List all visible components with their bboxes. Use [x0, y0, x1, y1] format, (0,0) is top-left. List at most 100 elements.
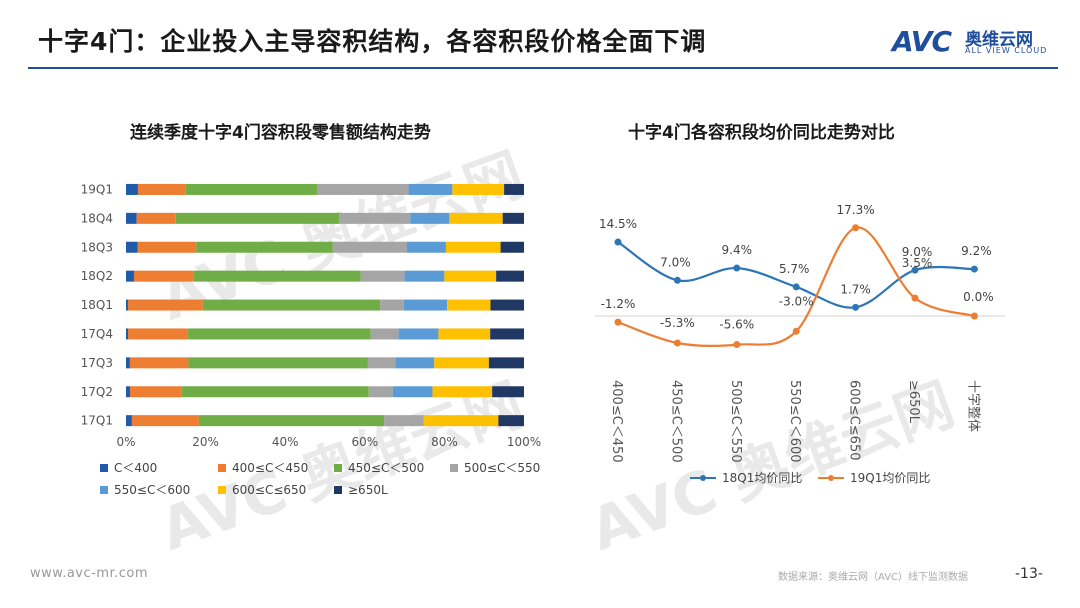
bar-segment-4: [384, 415, 424, 427]
legend-label: 550≤C＜600: [114, 483, 190, 497]
bar-segment-7: [498, 415, 524, 427]
data-point: [792, 327, 800, 335]
data-point: [911, 294, 919, 302]
bar-segment-1: [126, 328, 128, 340]
bar-segment-6: [445, 241, 501, 253]
bar-segment-3: [181, 386, 369, 398]
y-tick-label: 18Q3: [81, 240, 113, 254]
data-label: 1.7%: [840, 282, 871, 296]
bar-segment-3: [198, 415, 385, 427]
bar-segment-5: [398, 328, 439, 340]
legend-label: ≥650L: [348, 483, 388, 497]
data-point: [970, 265, 978, 273]
data-label: -3.0%: [779, 294, 814, 308]
bar-segment-6: [444, 270, 497, 282]
data-point: [733, 264, 741, 272]
bar-segment-3: [175, 212, 340, 224]
data-point: [614, 318, 622, 326]
data-label: 14.5%: [599, 217, 637, 231]
bar-segment-7: [488, 357, 524, 369]
legend-swatch: [334, 486, 342, 494]
bar-segment-1: [126, 357, 130, 369]
bar-segment-1: [126, 415, 132, 427]
x-category-label: 十字整体: [965, 380, 980, 432]
bar-segment-3: [185, 183, 318, 195]
legend-swatch: [100, 486, 108, 494]
y-tick-label: 18Q4: [81, 211, 113, 225]
bar-segment-2: [127, 299, 203, 311]
data-label: 3.5%: [902, 256, 933, 270]
bar-segment-3: [188, 357, 368, 369]
x-tick-label: 60%: [351, 435, 378, 449]
bar-segment-2: [137, 183, 186, 195]
data-label: 9.4%: [722, 243, 753, 257]
bar-segment-2: [127, 328, 188, 340]
legend-marker: [828, 475, 834, 481]
avc-logo: AVC 奥维云网 ALL VIEW CLOUD: [892, 25, 1062, 63]
footer-source: 数据来源：奥维云网（AVC）线下监测数据: [778, 572, 969, 583]
bar-segment-4: [332, 241, 407, 253]
data-point: [673, 276, 681, 284]
legend-label: 500≤C＜550: [464, 461, 540, 475]
data-label: 5.7%: [779, 262, 810, 276]
x-category-label: ≥650L: [906, 380, 921, 424]
page-title: 十字4门：企业投入主导容积结构，各容积段价格全面下调: [38, 27, 707, 56]
x-tick-label: 100%: [507, 435, 541, 449]
bar-chart-title: 连续季度十字4门容积段零售额结构走势: [130, 123, 431, 143]
y-tick-label: 18Q1: [81, 298, 113, 312]
y-tick-label: 19Q1: [81, 182, 113, 196]
x-category-label: 500≤C＜550: [728, 380, 743, 463]
data-point: [970, 312, 978, 320]
bar-segment-2: [136, 212, 176, 224]
data-label: 9.2%: [961, 244, 992, 258]
bar-segment-5: [395, 357, 435, 369]
bar-segment-3: [202, 299, 381, 311]
data-point: [852, 303, 860, 311]
data-point: [911, 266, 919, 274]
bar-segment-4: [339, 212, 411, 224]
bar-segment-3: [187, 328, 371, 340]
x-tick-label: 0%: [116, 435, 135, 449]
footer-website[interactable]: www.avc-mr.com: [30, 566, 149, 581]
bar-segment-1: [126, 241, 138, 253]
data-point: [852, 224, 860, 232]
logo-mark: AVC: [892, 25, 952, 58]
legend-label: 18Q1均价同比: [722, 471, 802, 485]
bar-segment-1: [126, 386, 130, 398]
x-category-label: 600≤C≤650: [847, 380, 862, 461]
data-label: 7.0%: [660, 255, 691, 269]
bar-segment-4: [367, 357, 396, 369]
bar-segment-1: [126, 183, 138, 195]
bar-segment-7: [490, 328, 524, 340]
x-category-label: 450≤C＜500: [668, 380, 683, 463]
x-tick-label: 20%: [192, 435, 219, 449]
bar-segment-7: [490, 299, 524, 311]
bar-segment-4: [368, 386, 393, 398]
data-label: 9.0%: [902, 245, 933, 259]
legend-label: 19Q1均价同比: [850, 471, 930, 485]
legend-swatch: [334, 464, 342, 472]
x-category-label: 400≤C＜450: [609, 380, 624, 463]
bar-segment-3: [193, 270, 361, 282]
legend-label: C＜400: [114, 461, 157, 475]
data-label: -5.6%: [719, 318, 754, 332]
bar-segment-4: [370, 328, 399, 340]
x-category-label: 550≤C＜600: [787, 380, 802, 463]
bar-segment-3: [196, 241, 333, 253]
y-tick-label: 17Q1: [81, 414, 113, 428]
data-label: -1.2%: [601, 297, 636, 311]
y-tick-label: 17Q4: [81, 327, 113, 341]
data-label: 0.0%: [963, 290, 994, 304]
bar-segment-6: [432, 386, 493, 398]
bar-segment-5: [408, 183, 453, 195]
data-label: 17.3%: [837, 203, 875, 217]
legend-swatch: [218, 486, 226, 494]
x-tick-label: 80%: [431, 435, 458, 449]
bar-segment-2: [137, 241, 197, 253]
bar-segment-4: [360, 270, 405, 282]
bar-segment-2: [129, 386, 182, 398]
y-tick-label: 18Q2: [81, 269, 113, 283]
data-point: [792, 283, 800, 291]
bar-segment-6: [452, 183, 505, 195]
